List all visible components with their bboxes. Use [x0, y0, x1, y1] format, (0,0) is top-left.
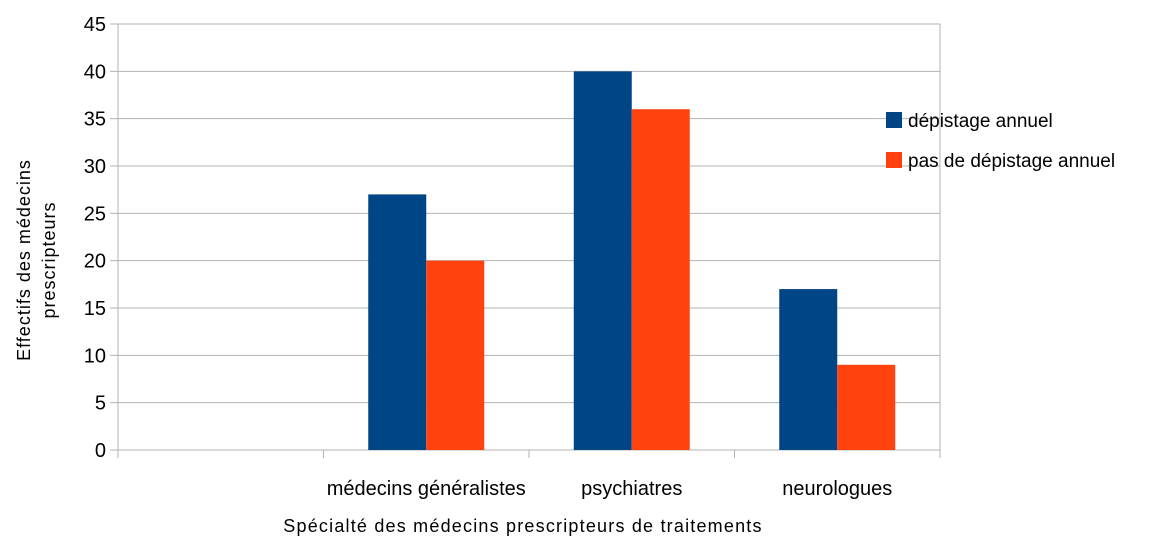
bar-pas-de-depistage-annuel: [426, 260, 485, 450]
bars: [368, 71, 896, 450]
y-axis-title-line-2: prescripteurs: [39, 201, 59, 318]
bar-depistage-annuel: [368, 194, 427, 450]
x-tick-label: neurologues: [782, 478, 892, 500]
y-tick-label: 30: [84, 156, 106, 178]
x-tick-label: médecins généralistes: [327, 478, 526, 500]
y-tick-label: 25: [84, 203, 106, 225]
y-axis-ticks: 0 5 10 15 20 25 30 35 40 45: [84, 14, 118, 462]
legend-swatch: [886, 112, 902, 128]
bar-pas-de-depistage-annuel: [631, 109, 690, 450]
legend-swatch: [886, 152, 902, 168]
y-axis-title-line-1: Effectifs des médecins: [14, 159, 34, 361]
x-tick-label: psychiatres: [581, 478, 682, 500]
y-tick-label: 10: [84, 345, 106, 367]
y-tick-label: 20: [84, 251, 106, 273]
y-tick-label: 5: [95, 393, 106, 415]
y-tick-label: 45: [84, 14, 106, 36]
legend-label: dépistage annuel: [908, 111, 1053, 132]
x-axis-title: Spécialté des médecins prescripteurs de …: [283, 516, 762, 536]
y-axis-title: Effectifs des médecins prescripteurs: [14, 159, 59, 361]
y-tick-label: 15: [84, 298, 106, 320]
bar-pas-de-depistage-annuel: [837, 364, 896, 450]
bar-depistage-annuel: [779, 289, 838, 450]
y-tick-label: 35: [84, 109, 106, 131]
legend: dépistage annuel pas de dépistage annuel: [886, 111, 1115, 172]
y-tick-label: 0: [95, 440, 106, 462]
legend-label: pas de dépistage annuel: [908, 151, 1115, 172]
x-axis-ticks: médecins généralistes psychiatres neurolog…: [117, 450, 941, 500]
y-tick-label: 40: [84, 61, 106, 83]
bar-depistage-annuel: [573, 71, 632, 450]
